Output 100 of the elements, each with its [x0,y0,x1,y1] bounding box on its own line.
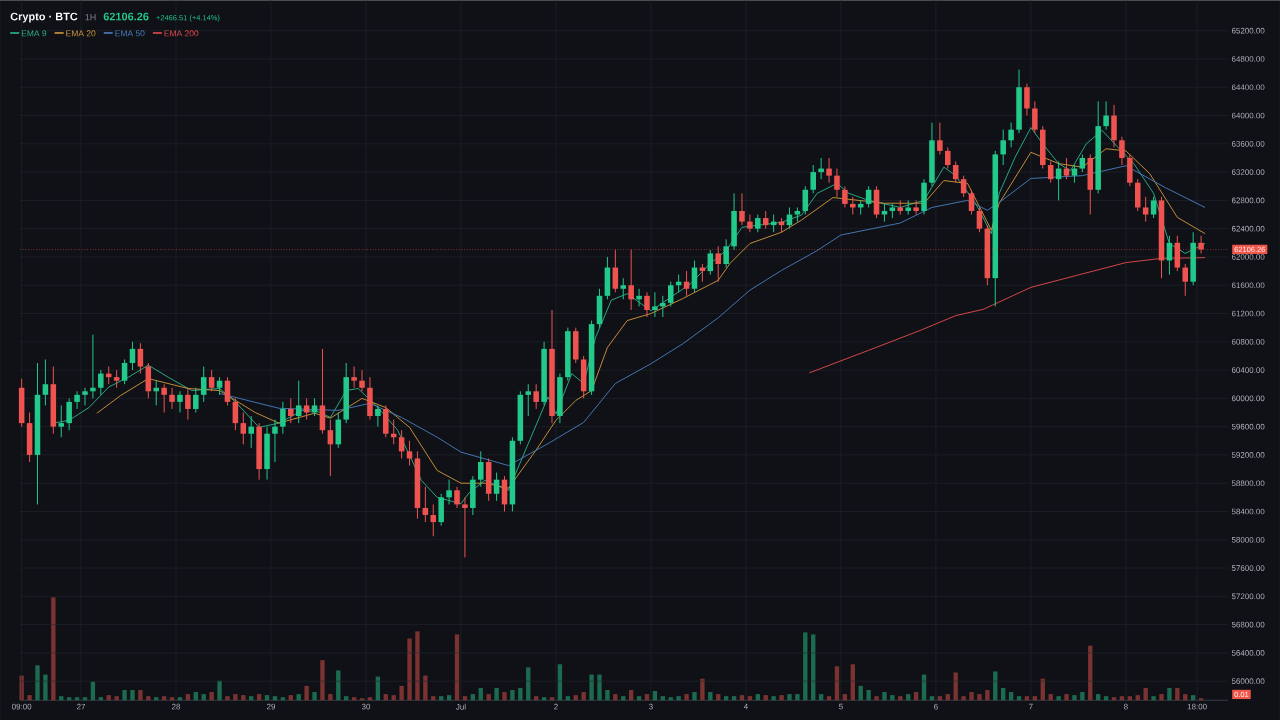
candlestick [747,213,753,233]
bar [1190,695,1196,701]
bar [605,689,610,701]
bar [1151,696,1156,701]
candlestick [865,185,872,208]
candlestick [913,199,919,215]
candlestick [295,380,302,424]
candlestick [1032,100,1038,134]
candlestick [161,383,167,413]
bar [27,695,32,701]
bar [1135,695,1140,701]
candlestick [1000,129,1006,166]
candlestick [462,496,468,558]
bar [589,674,594,701]
candlestick [351,365,357,389]
bar [692,691,697,701]
bar [739,695,745,701]
annotation: 62106.26 [103,12,149,21]
bar [446,695,452,701]
bar [51,597,56,701]
bar [502,691,507,701]
bar [304,685,309,701]
candlestick [1119,136,1125,166]
candlestick [248,415,254,449]
candlestick [169,387,175,410]
bar [882,691,887,701]
candlestick [398,429,405,459]
bar [351,697,357,701]
bar [320,660,325,701]
candlestick [1182,263,1189,297]
candlestick [1142,196,1149,222]
candlestick [636,288,642,307]
candlestick [1063,157,1070,180]
candlestick [1024,83,1030,116]
candlestick [834,167,840,198]
candlestick [129,341,136,371]
candlestick [74,390,80,410]
bar [1167,687,1172,701]
candlestick [525,383,532,417]
candlestick [58,404,65,438]
candlestick [802,185,809,215]
candlestick [723,238,729,268]
bar [890,695,895,701]
candlestick [177,390,183,413]
candlestick [288,397,294,424]
bar [264,695,270,701]
bar [1111,697,1117,701]
bar [1072,695,1077,701]
candlestick [375,404,381,428]
bar [1080,691,1085,701]
candlestick [818,157,824,180]
candlestick [945,146,951,169]
bar [225,696,230,701]
candlestick [968,189,975,215]
candlestick [446,479,452,505]
bar [288,695,293,701]
bar [407,638,412,701]
bar [771,696,776,701]
candlestick [90,334,96,399]
bar [280,697,286,701]
candlestick [272,418,278,463]
candlestick [66,397,72,431]
candlestick [42,358,49,406]
bar [209,691,214,701]
candlestick [1150,196,1157,219]
candlestick [153,380,159,406]
candlestick [478,450,484,488]
candlestick [327,418,334,477]
bar [668,697,673,701]
candlestick [683,270,690,297]
bar [985,689,990,701]
candlestick [810,164,816,194]
bar [787,693,792,701]
bar [82,697,88,701]
legend-label: EMA 9 [21,30,47,37]
bar [581,691,586,701]
bar [415,631,420,701]
bar [74,697,80,701]
bar [874,696,879,701]
bar [510,689,515,701]
bar [866,689,871,701]
bar [122,689,127,701]
bar [613,693,618,701]
candlestick [952,160,959,184]
bar [98,697,103,701]
bar [1159,693,1164,701]
bar [328,693,333,701]
annotation: 1H [85,13,96,21]
candlestick [644,291,650,318]
candlestick [280,401,286,435]
candlestick [422,486,429,523]
bar [993,671,998,701]
bar [177,697,183,701]
legend-label: EMA 20 [66,30,96,37]
bar [549,697,555,701]
bar [106,695,111,701]
bar [312,691,317,701]
bar [391,695,396,701]
candlestick [406,440,413,466]
bar [969,691,974,701]
